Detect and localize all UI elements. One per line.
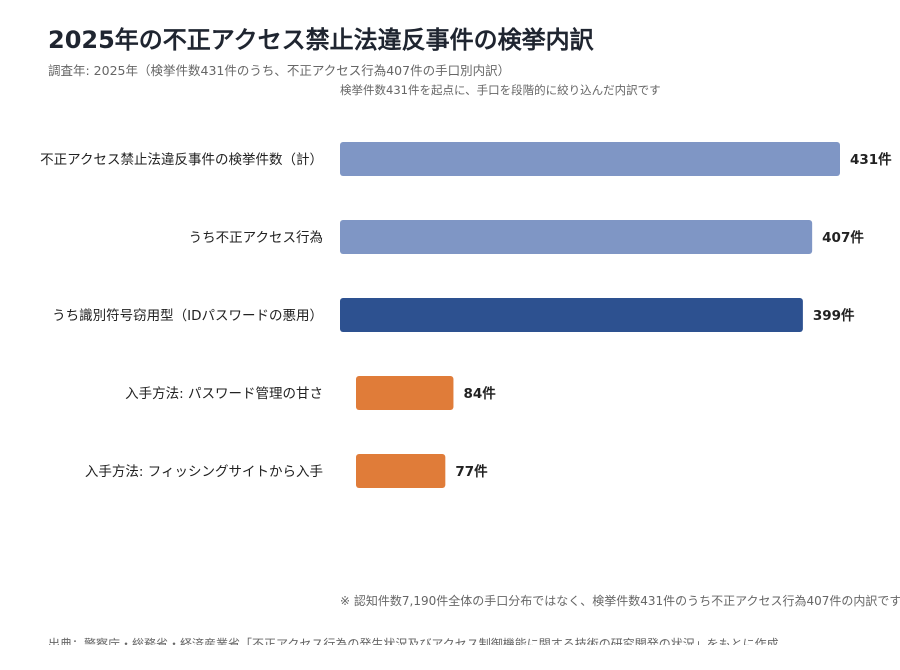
value-label: 399件: [813, 307, 855, 324]
bar: [356, 376, 454, 410]
chart-title: 2025年の不正アクセス禁止法違反事件の検挙内訳: [48, 26, 594, 54]
source-note: 出典：警察庁・総務省・経済産業省「不正アクセス行為の発生状況及びアクセス制御機能…: [48, 637, 779, 645]
footnote: ※ 認知件数7,190件全体の手口分布ではなく、検挙件数431件のうち不正アクセ…: [340, 594, 900, 608]
value-label: 431件: [850, 151, 892, 168]
bar: [340, 142, 840, 176]
value-label: 84件: [463, 385, 496, 402]
category-label: 入手方法: フィッシングサイトから入手: [85, 464, 323, 480]
chart-subtitle: 調査年: 2025年（検挙件数431件のうち、不正アクセス行為407件の手口別内…: [48, 63, 511, 78]
bar: [340, 298, 803, 332]
value-label: 77件: [455, 463, 488, 480]
value-label: 407件: [822, 229, 864, 246]
category-label: うち不正アクセス行為: [189, 230, 323, 246]
category-label: 不正アクセス禁止法違反事件の検挙件数（計）: [40, 152, 323, 168]
bar: [356, 454, 446, 488]
category-label: うち識別符号窃用型（IDパスワードの悪用）: [52, 308, 323, 324]
bar: [340, 220, 813, 254]
chart-note: 検挙件数431件を起点に、手口を段階的に絞り込んだ内訳です: [340, 83, 661, 97]
category-label: 入手方法: パスワード管理の甘さ: [125, 386, 323, 402]
